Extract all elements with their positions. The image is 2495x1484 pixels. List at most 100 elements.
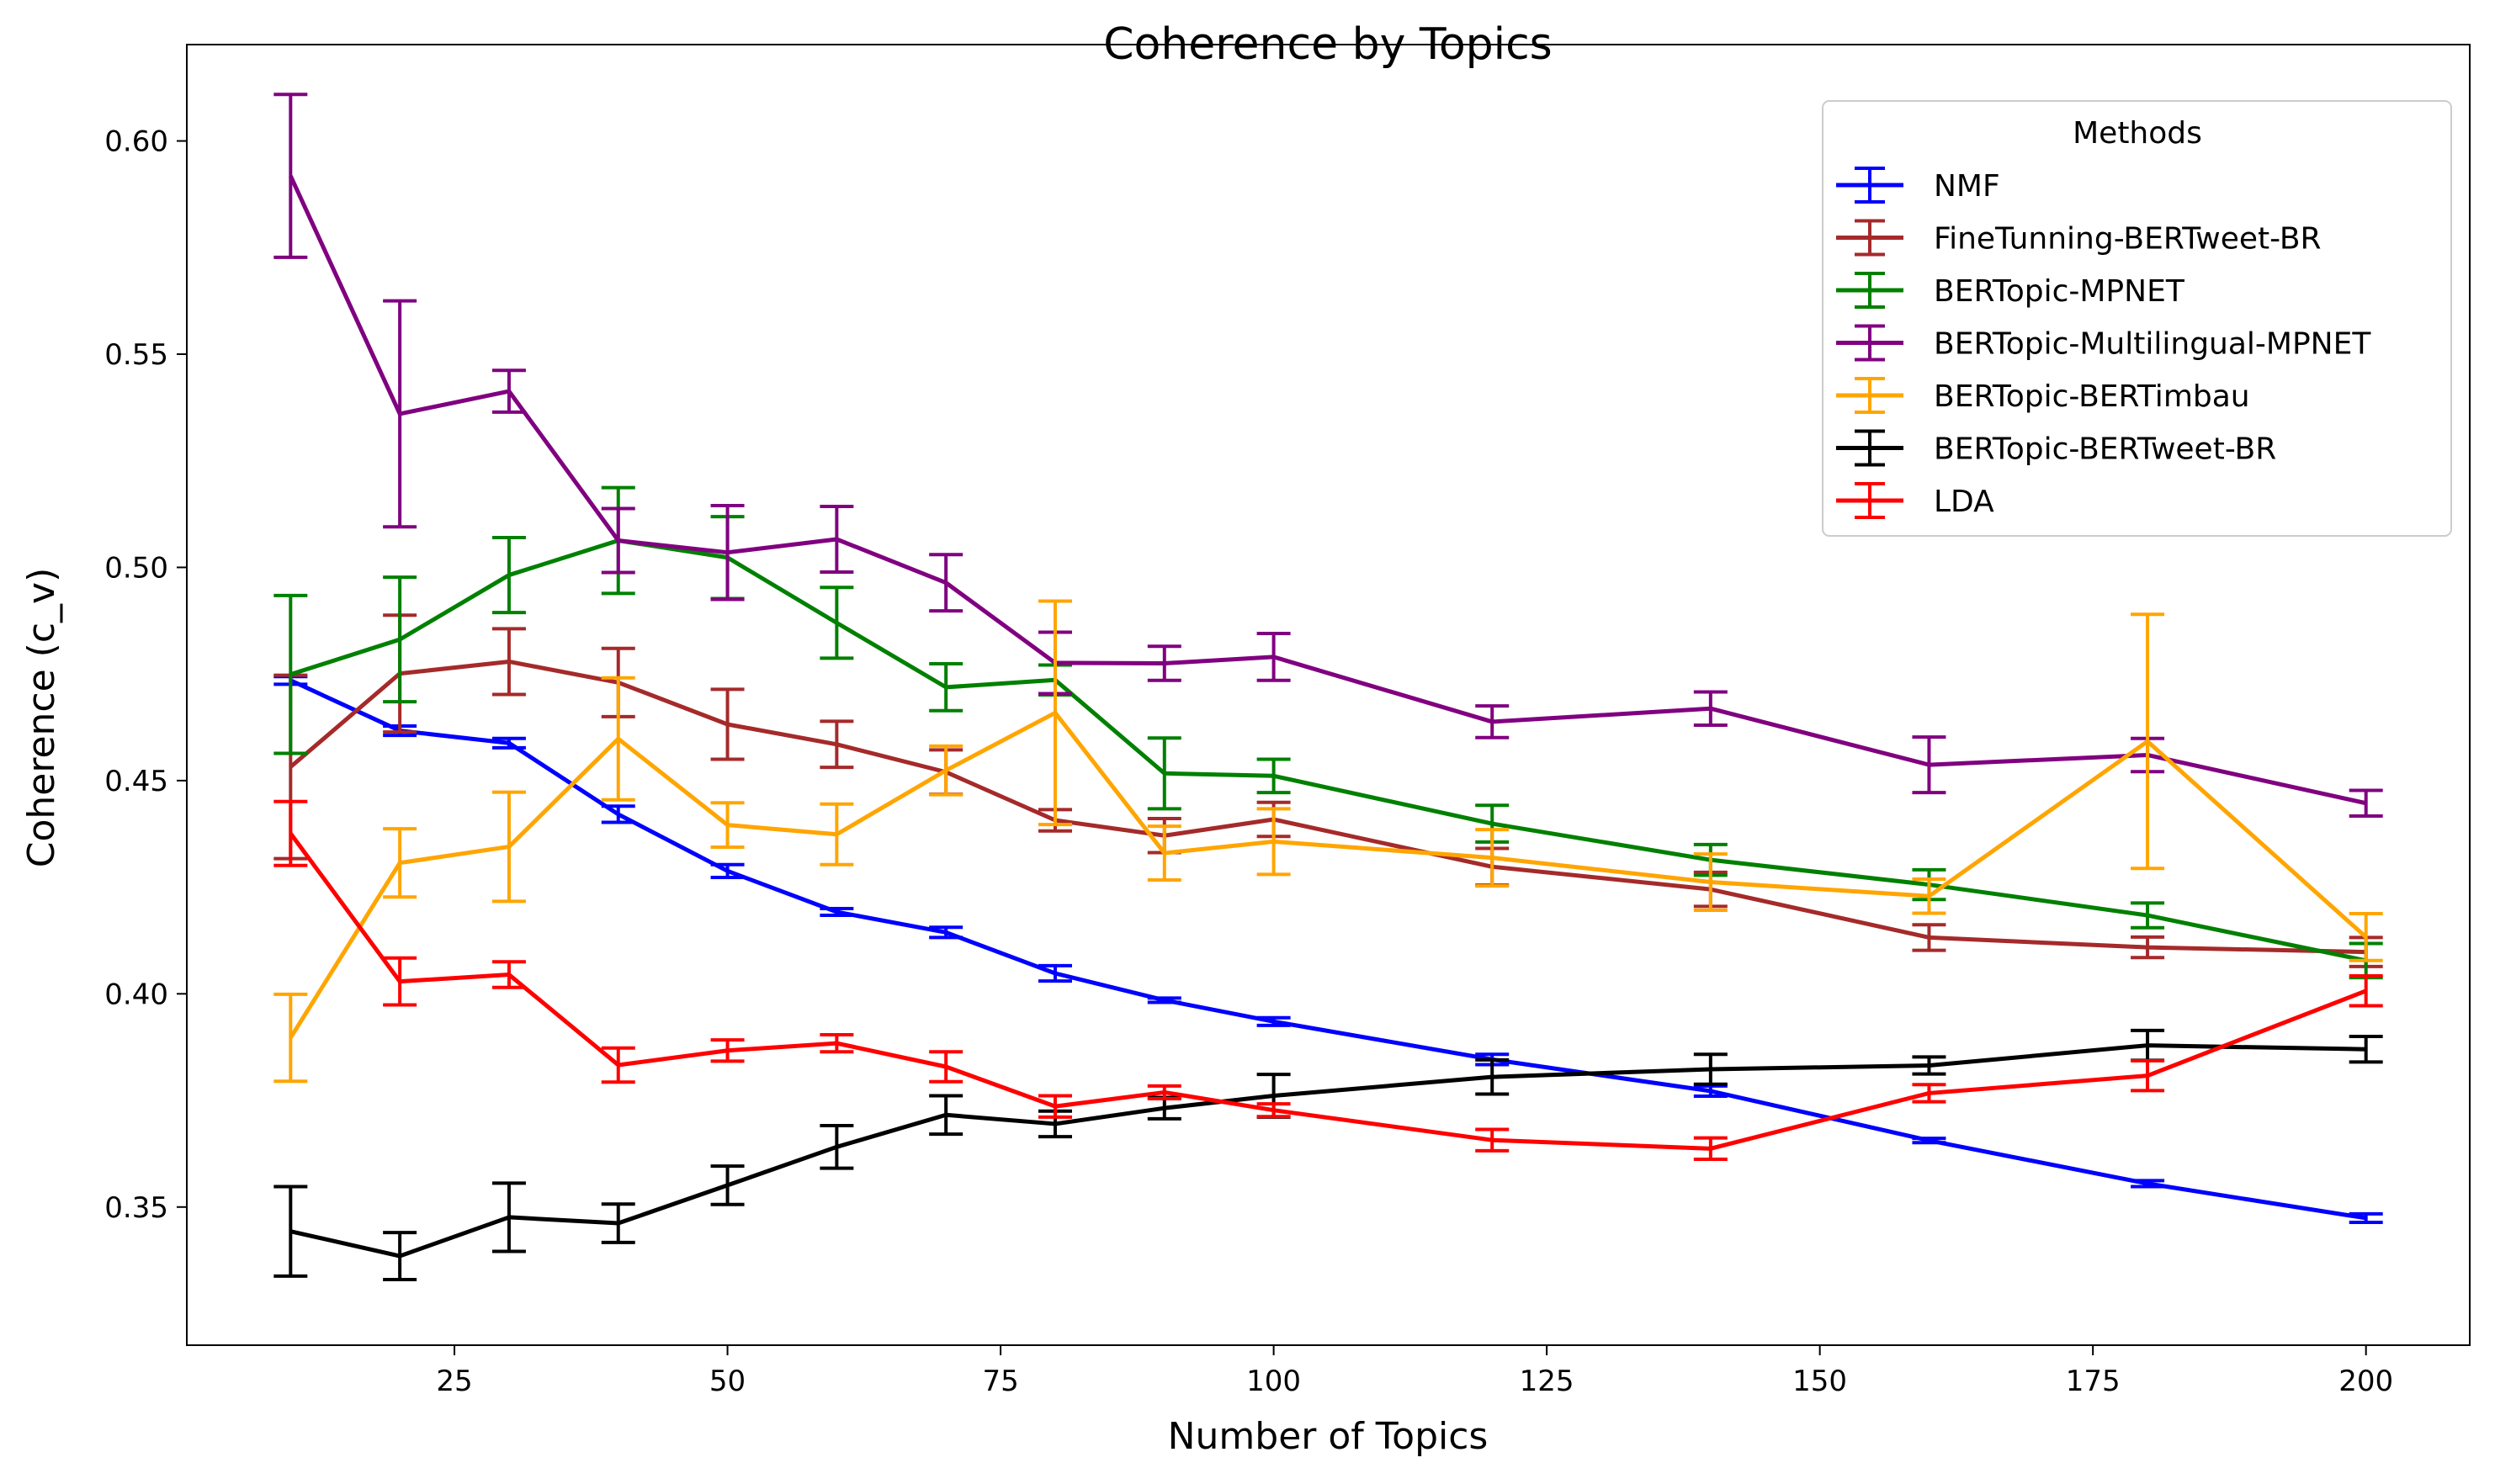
legend-label: BERTopic-Multilingual-MPNET <box>1934 327 2371 362</box>
data-point <box>2365 1217 2367 1219</box>
y-tick-label: 0.60 <box>104 125 168 159</box>
legend-item: BERTopic-Multilingual-MPNET <box>1836 324 2371 362</box>
data-point <box>2147 914 2148 916</box>
data-point <box>836 1042 837 1044</box>
legend-label: LDA <box>1934 485 1994 519</box>
data-point <box>1054 1105 1056 1107</box>
legend-label: BERTopic-MPNET <box>1934 274 2185 309</box>
data-point <box>1491 721 1493 723</box>
data-point <box>1273 656 1275 658</box>
legend-item: BERTopic-MPNET <box>1836 272 2185 309</box>
axis-ticks: 25 50 75 100 125 150 175 200 0.35 0.40 0.45 0.50 0.5… <box>104 125 2393 1398</box>
data-point <box>289 1037 291 1039</box>
data-point <box>289 833 291 835</box>
data-point <box>508 845 510 847</box>
data-point <box>1164 772 1165 774</box>
legend-item: FineTunning-BERTweet-BR <box>1836 219 2322 257</box>
data-point <box>1164 1091 1165 1093</box>
data-point <box>1710 1090 1712 1092</box>
data-point <box>2147 1183 2148 1185</box>
legend-item: BERTopic-BERTweet-BR <box>1836 429 2276 467</box>
data-point <box>289 175 291 177</box>
data-point <box>836 911 837 913</box>
data-point <box>2365 1048 2367 1050</box>
series-bertopic-bertimbau <box>273 599 2383 1084</box>
data-point <box>289 766 291 768</box>
data-point <box>1164 662 1165 664</box>
legend-item: NMF <box>1836 167 2000 204</box>
data-point <box>727 723 729 725</box>
legend-label: NMF <box>1934 169 2000 204</box>
data-point <box>1164 999 1165 1001</box>
legend-item: BERTopic-BERTimbau <box>1836 377 2250 414</box>
data-point <box>945 1114 947 1116</box>
x-tick-label: 200 <box>2338 1365 2393 1398</box>
data-point <box>1273 1020 1275 1022</box>
data-point <box>1491 857 1493 859</box>
data-point <box>2365 990 2367 992</box>
x-tick-label: 75 <box>982 1365 1018 1398</box>
series-nmf <box>273 675 2383 1225</box>
x-tick-label: 125 <box>1520 1365 1574 1398</box>
legend: Methods NMF FineTunning-BERTweet-BR BERTop… <box>1822 100 2452 537</box>
y-tick-label: 0.50 <box>104 551 168 585</box>
x-tick-label: 50 <box>709 1365 746 1398</box>
data-point <box>727 824 729 826</box>
data-point <box>1928 1092 1930 1094</box>
data-point <box>727 870 729 872</box>
x-tick-label: 100 <box>1246 1365 1301 1398</box>
x-axis-label: Number of Topics <box>1168 1415 1489 1458</box>
data-point <box>1491 1139 1493 1141</box>
legend-label: FineTunning-BERTweet-BR <box>1934 222 2322 257</box>
data-point <box>1710 1068 1712 1070</box>
y-axis-label: Coherence (c_v) <box>20 568 63 868</box>
data-point <box>836 538 837 540</box>
y-tick-label: 0.35 <box>104 1191 168 1225</box>
data-point <box>508 1216 510 1218</box>
legend-label: BERTopic-BERTweet-BR <box>1934 432 2276 467</box>
data-point <box>2147 1045 2148 1047</box>
data-point <box>1710 708 1712 709</box>
data-point <box>508 742 510 744</box>
data-point <box>2147 740 2148 742</box>
data-point <box>508 660 510 662</box>
legend-box <box>1822 100 2452 537</box>
data-point <box>1928 1064 1930 1066</box>
legend-title: Methods <box>2073 116 2202 151</box>
data-point <box>399 639 401 640</box>
data-point <box>945 686 947 688</box>
x-tick-label: 150 <box>1792 1365 1847 1398</box>
data-point <box>508 390 510 392</box>
data-point <box>399 862 401 864</box>
data-point <box>1928 764 1930 766</box>
y-tick-label: 0.40 <box>104 978 168 1011</box>
legend-label: BERTopic-BERTimbau <box>1934 379 2250 414</box>
data-point <box>2147 946 2148 948</box>
data-point <box>1491 1076 1493 1078</box>
y-tick-label: 0.55 <box>104 338 168 372</box>
data-point <box>1273 840 1275 842</box>
data-point <box>836 744 837 745</box>
legend-item: LDA <box>1836 482 1994 519</box>
data-point <box>1164 1107 1165 1109</box>
data-point <box>1928 936 1930 938</box>
data-point <box>945 770 947 771</box>
plot-area <box>273 93 2383 1281</box>
data-point <box>1710 1147 1712 1149</box>
data-point <box>1164 852 1165 854</box>
data-point <box>289 1231 291 1232</box>
data-point <box>2147 1075 2148 1077</box>
data-point <box>945 1066 947 1068</box>
y-tick-label: 0.45 <box>104 765 168 798</box>
data-point <box>289 674 291 676</box>
plot-frame <box>186 44 2471 1346</box>
data-point <box>508 974 510 976</box>
data-point <box>1054 1123 1056 1125</box>
series-lda <box>273 799 2383 1161</box>
x-tick-label: 175 <box>2066 1365 2121 1398</box>
data-point <box>727 552 729 554</box>
data-point <box>945 931 947 933</box>
data-point <box>945 582 947 584</box>
